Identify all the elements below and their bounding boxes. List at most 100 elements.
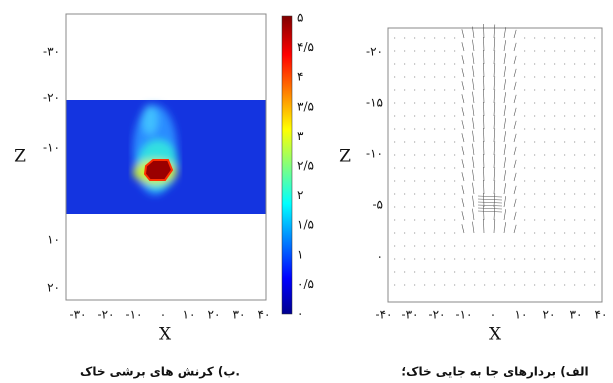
- vector: [513, 224, 517, 234]
- colorbar-tick-label: ۴: [297, 70, 303, 84]
- vector: [503, 157, 507, 169]
- vector: [477, 198, 503, 201]
- y-tick-label: ۱۰: [47, 233, 60, 247]
- vector: [461, 81, 465, 91]
- x-tick-label: ۴۰: [595, 308, 608, 322]
- right-axes: [387, 27, 603, 303]
- vector: [513, 146, 517, 156]
- vector: [483, 192, 485, 208]
- vector: [503, 196, 507, 208]
- vector: [513, 42, 517, 52]
- vector: [493, 167, 496, 182]
- vector: [461, 68, 465, 78]
- y-tick-label: ۲۰: [47, 281, 60, 295]
- vector: [483, 114, 485, 130]
- vector: [483, 23, 485, 39]
- colorbar-tick-label: ۱: [297, 247, 303, 261]
- left-axes: [65, 13, 267, 301]
- vector: [472, 169, 475, 182]
- vector: [472, 156, 475, 169]
- vector: [461, 29, 465, 39]
- vector: [503, 92, 507, 104]
- vector: [493, 37, 496, 52]
- vector: [493, 24, 496, 39]
- vector: [513, 120, 517, 130]
- x-tick-label: ۲۰: [543, 308, 556, 322]
- vector: [503, 66, 507, 78]
- vector: [513, 133, 517, 143]
- vector: [472, 78, 475, 91]
- x-tick-label: ۴۰: [258, 308, 271, 322]
- vector-field: [394, 23, 596, 286]
- vector: [493, 193, 496, 208]
- vector: [513, 185, 517, 195]
- vector: [513, 94, 517, 104]
- vector: [503, 40, 507, 52]
- colorbar-tick-label: ۰/۵: [297, 277, 314, 291]
- vector: [513, 198, 517, 208]
- vector: [483, 140, 485, 156]
- vector: [503, 183, 507, 195]
- vector: [493, 50, 496, 65]
- colorbar-tick-label: ۰: [297, 307, 303, 321]
- x-axis-label: X: [159, 325, 172, 345]
- vector: [493, 141, 496, 156]
- x-tick-label: ۱۰: [183, 308, 196, 322]
- colorbar-tick-label: ۲/۵: [297, 159, 314, 173]
- vector: [472, 221, 475, 234]
- x-tick-label: ۳۰: [233, 308, 246, 322]
- vector: [461, 94, 465, 104]
- vector: [493, 102, 496, 117]
- vector: [513, 172, 517, 182]
- caption: الف) بردارهای جا به جایی خاک؛: [401, 365, 588, 379]
- y-tick-label: -۱۵: [366, 96, 383, 110]
- vector: [493, 154, 496, 169]
- vector: [461, 55, 465, 65]
- vector: [513, 55, 517, 65]
- heatmap: [66, 100, 266, 214]
- vector: [513, 211, 517, 221]
- vector: [483, 75, 485, 91]
- x-tick-label: -۳۰: [402, 308, 419, 322]
- y-tick-label: -۲۰: [43, 91, 60, 105]
- vector: [472, 143, 475, 156]
- x-tick-label: -۳۰: [70, 308, 87, 322]
- vector: [477, 195, 503, 198]
- caption: ب) کرنش های برشی خاک.: [80, 365, 240, 379]
- vector: [472, 65, 475, 78]
- y-tick-label: -۱۰: [43, 141, 60, 155]
- vector: [477, 204, 503, 207]
- vector: [477, 207, 503, 210]
- vector: [461, 185, 465, 195]
- y-axis-label: Z: [339, 147, 351, 167]
- vector: [513, 107, 517, 117]
- vector: [461, 107, 465, 117]
- x-tick-label: -۴۰: [376, 308, 393, 322]
- vector: [503, 131, 507, 143]
- vector: [472, 39, 475, 52]
- colorbar-tick-label: ۳/۵: [297, 99, 314, 113]
- vector: [503, 118, 507, 130]
- vector: [493, 115, 496, 130]
- vector: [472, 26, 475, 39]
- vector: [503, 53, 507, 65]
- vector: [483, 179, 485, 195]
- vector: [472, 130, 475, 143]
- colorbar: [281, 15, 293, 315]
- vector: [513, 159, 517, 169]
- vector: [461, 146, 465, 156]
- y-tick-label: -۲۰: [366, 45, 383, 59]
- vector: [461, 172, 465, 182]
- colorbar-tick-label: ۴/۵: [297, 40, 314, 54]
- vector: [461, 224, 465, 234]
- vector: [493, 128, 496, 143]
- x-tick-label: ۱۰: [515, 308, 528, 322]
- vector: [503, 144, 507, 156]
- vector: [493, 180, 496, 195]
- vector: [472, 91, 475, 104]
- vector: [503, 105, 507, 117]
- vector: [513, 68, 517, 78]
- vector: [503, 170, 507, 182]
- vector: [483, 127, 485, 143]
